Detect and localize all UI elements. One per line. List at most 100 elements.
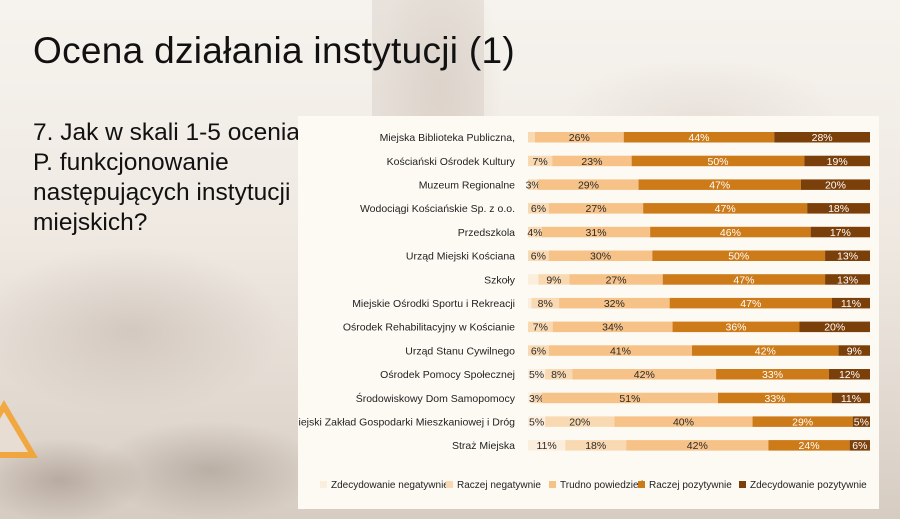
data-label-miejskie-osrodki-sportu-i-rekreacji-raczej-pozytywnie: 47% — [740, 298, 761, 310]
bar-segment-urzad-stanu-cywilnego-raczej-pozytywnie — [692, 345, 839, 356]
data-label-koscianski-osrodek-kultury-zdecydowanie-pozytywnie: 19% — [827, 156, 848, 168]
category-label-urzad-miejski-kosciana: Urząd Miejski Kościana — [406, 251, 515, 263]
bar-segment-miejskie-osrodki-sportu-i-rekreacji-zdecydowanie-pozytywnie — [832, 297, 870, 309]
data-label-szkoly-raczej-negatywnie: 9% — [546, 274, 561, 286]
bar-segment-miejskie-osrodki-sportu-i-rekreacji-trudno-powiedziec — [559, 297, 670, 309]
bar-segment-miejski-zaklad-gospodarki-mieszkaniowej-i-drog-raczej-negatywnie — [545, 416, 615, 427]
bar-segment-miejska-biblioteka-publiczna-raczej-negatywnie — [528, 132, 535, 143]
bar-segment-przedszkola-zdecydowanie-pozytywnie — [810, 226, 870, 238]
bar-segment-urzad-miejski-kosciana-zdecydowanie-pozytywnie — [825, 250, 870, 261]
category-labels: Miejska Biblioteka Publiczna, Kościański … — [298, 132, 516, 452]
category-label-straz-miejska: Straż Miejska — [452, 440, 515, 452]
data-label-urzad-stanu-cywilnego-raczej-pozytywnie: 42% — [755, 345, 776, 357]
bar-segment-koscianski-osrodek-kultury-raczej-negatywnie — [528, 155, 553, 167]
data-label-muzeum-regionalne-raczej-pozytywnie: 47% — [709, 179, 730, 191]
bar-segment-urzad-stanu-cywilnego-zdecydowanie-pozytywnie — [838, 345, 870, 356]
data-label-wodociagi-koscianskie-sp-z-o-o-raczej-negatywnie: 6% — [531, 203, 546, 215]
chart-legend: Zdecydowanie negatywnie Raczej negatywnie… — [320, 480, 867, 491]
data-label-urzad-stanu-cywilnego-trudno-powiedziec: 41% — [610, 345, 631, 357]
bar-segment-koscianski-osrodek-kultury-raczej-pozytywnie — [631, 155, 805, 167]
bar-segment-przedszkola-raczej-pozytywnie — [650, 226, 811, 238]
legend-swatch-raczej-pozytywnie — [638, 481, 645, 488]
bar-segment-straz-miejska-zdecydowanie-pozytywnie — [849, 440, 870, 451]
data-label-urzad-miejski-kosciana-trudno-powiedziec: 30% — [590, 251, 611, 263]
data-label-urzad-stanu-cywilnego-zdecydowanie-pozytywnie: 9% — [847, 345, 862, 357]
bar-segment-osrodek-rehabilitacyjny-w-koscianie-raczej-negatywnie — [528, 321, 553, 333]
bar-segment-szkoly-raczej-negatywnie — [538, 274, 570, 285]
bar-segment-srodowiskowy-dom-samopomocy-zdecydowanie-negatywnie — [528, 392, 532, 404]
data-label-miejski-zaklad-gospodarki-mieszkaniowej-i-drog-raczej-negatywnie: 20% — [569, 416, 590, 428]
data-label-muzeum-regionalne-trudno-powiedziec: 29% — [578, 179, 599, 191]
bar-segment-miejski-zaklad-gospodarki-mieszkaniowej-i-drog-trudno-powiedziec — [614, 416, 753, 427]
data-label-miejskie-osrodki-sportu-i-rekreacji-zdecydowanie-pozytywnie: 11% — [841, 298, 861, 310]
category-label-muzeum-regionalne: Muzeum Regionalne — [419, 179, 515, 191]
legend-swatch-trudno-powiedziec — [549, 481, 556, 488]
bar-segment-miejski-zaklad-gospodarki-mieszkaniowej-i-drog-zdecydowanie-negatywnie — [528, 416, 546, 427]
data-label-wodociagi-koscianskie-sp-z-o-o-trudno-powiedziec: 27% — [586, 203, 607, 215]
data-label-przedszkola-raczej-negatywnie: 4% — [527, 227, 542, 239]
data-label-miejskie-osrodki-sportu-i-rekreacji-trudno-powiedziec: 32% — [604, 298, 625, 310]
stacked-bar-chart: 26% 44% 28% 7% 23% 50% 19% 3% 29% 47% 20% 6% 27% 47% 1… — [298, 132, 870, 491]
bar-segment-srodowiskowy-dom-samopomocy-zdecydowanie-pozytywnie — [832, 392, 870, 404]
bar-segment-osrodek-pomocy-spolecznej-zdecydowanie-negatywnie — [528, 369, 546, 380]
bar-segment-miejska-biblioteka-publiczna-raczej-pozytywnie — [623, 132, 775, 143]
data-label-osrodek-pomocy-spolecznej-trudno-powiedziec: 42% — [634, 369, 655, 381]
data-label-straz-miejska-raczej-negatywnie: 18% — [585, 440, 606, 452]
data-label-koscianski-osrodek-kultury-raczej-pozytywnie: 50% — [707, 156, 728, 168]
bar-segment-wodociagi-koscianskie-sp-z-o-o-zdecydowanie-pozytywnie — [807, 203, 870, 214]
data-label-osrodek-rehabilitacyjny-w-koscianie-raczej-pozytywnie: 36% — [726, 322, 747, 334]
bar-segment-muzeum-regionalne-raczej-negatywnie — [528, 179, 539, 190]
data-label-szkoly-trudno-powiedziec: 27% — [606, 274, 627, 286]
legend-label-trudno-powiedziec: Trudno powiedzieć — [560, 480, 644, 491]
bar-segment-urzad-stanu-cywilnego-raczej-negatywnie — [528, 345, 549, 356]
bar-segment-urzad-miejski-kosciana-trudno-powiedziec — [548, 250, 653, 261]
bars-group: 26% 44% 28% 7% 23% 50% 19% 3% 29% 47% 20% 6% 27% 47% 1… — [526, 132, 870, 452]
bar-segment-muzeum-regionalne-trudno-powiedziec — [538, 179, 639, 190]
bar-segment-muzeum-regionalne-zdecydowanie-pozytywnie — [800, 179, 870, 190]
bar-segment-urzad-stanu-cywilnego-trudno-powiedziec — [548, 345, 693, 356]
legend-label-raczej-negatywnie: Raczej negatywnie — [457, 480, 541, 491]
bar-segment-srodowiskowy-dom-samopomocy-raczej-pozytywnie — [718, 392, 832, 404]
data-label-urzad-miejski-kosciana-zdecydowanie-pozytywnie: 13% — [837, 251, 858, 263]
bar-segment-miejska-biblioteka-publiczna-trudno-powiedziec — [534, 132, 624, 143]
data-label-miejska-biblioteka-publiczna-trudno-powiedziec: 26% — [569, 132, 590, 144]
data-label-osrodek-pomocy-spolecznej-raczej-negatywnie: 8% — [551, 369, 566, 381]
data-label-koscianski-osrodek-kultury-raczej-negatywnie: 7% — [532, 156, 547, 168]
bar-segment-urzad-miejski-kosciana-raczej-pozytywnie — [652, 250, 826, 261]
category-label-osrodek-pomocy-spolecznej: Ośrodek Pomocy Społecznej — [380, 369, 515, 381]
data-label-wodociagi-koscianskie-sp-z-o-o-raczej-pozytywnie: 47% — [715, 203, 736, 215]
bar-segment-straz-miejska-zdecydowanie-negatywnie — [528, 440, 566, 451]
bar-segment-miejski-zaklad-gospodarki-mieszkaniowej-i-drog-raczej-pozytywnie — [752, 416, 853, 427]
bar-segment-miejska-biblioteka-publiczna-zdecydowanie-pozytywnie — [774, 132, 870, 143]
data-label-osrodek-pomocy-spolecznej-zdecydowanie-pozytywnie: 12% — [839, 369, 860, 381]
bar-segment-koscianski-osrodek-kultury-trudno-powiedziec — [552, 155, 632, 167]
bar-segment-osrodek-rehabilitacyjny-w-koscianie-zdecydowanie-pozytywnie — [799, 321, 870, 333]
data-label-miejski-zaklad-gospodarki-mieszkaniowej-i-drog-trudno-powiedziec: 40% — [673, 416, 694, 428]
category-label-koscianski-osrodek-kultury: Kościański Ośrodek Kultury — [387, 156, 516, 168]
data-label-muzeum-regionalne-zdecydowanie-pozytywnie: 20% — [825, 179, 846, 191]
legend-swatch-zdecydowanie-negatywnie — [320, 481, 327, 488]
data-label-przedszkola-zdecydowanie-pozytywnie: 17% — [830, 227, 851, 239]
bar-segment-szkoly-zdecydowanie-negatywnie — [528, 274, 539, 285]
data-label-srodowiskowy-dom-samopomocy-raczej-pozytywnie: 33% — [764, 393, 785, 405]
data-label-osrodek-pomocy-spolecznej-raczej-pozytywnie: 33% — [762, 369, 783, 381]
town-hall-tower-image — [372, 0, 484, 120]
data-label-straz-miejska-zdecydowanie-negatywnie: 11% — [536, 440, 556, 452]
question-text: 7. Jak w skali 1-5 ocenia P. funkcjonowa… — [33, 119, 300, 236]
category-label-miejski-zaklad-gospodarki-mieszkaniowej-i-drog: Miejski Zakład Gospodarki Mieszkaniowej … — [298, 416, 515, 428]
bar-segment-urzad-miejski-kosciana-raczej-negatywnie — [528, 250, 549, 261]
data-label-miejskie-osrodki-sportu-i-rekreacji-raczej-negatywnie: 8% — [538, 298, 553, 310]
bar-segment-miejskie-osrodki-sportu-i-rekreacji-zdecydowanie-negatywnie — [528, 297, 532, 309]
data-label-szkoly-zdecydowanie-pozytywnie: 13% — [837, 274, 858, 286]
data-label-urzad-stanu-cywilnego-raczej-negatywnie: 6% — [531, 345, 546, 357]
bar-segment-miejskie-osrodki-sportu-i-rekreacji-raczej-pozytywnie — [669, 297, 832, 309]
bar-segment-osrodek-rehabilitacyjny-w-koscianie-trudno-powiedziec — [552, 321, 673, 333]
legend-swatch-raczej-negatywnie — [446, 481, 453, 488]
slide-title: Ocena działania instytucji (1) — [33, 30, 515, 71]
bar-segment-muzeum-regionalne-raczej-pozytywnie — [638, 179, 801, 190]
data-label-miejski-zaklad-gospodarki-mieszkaniowej-i-drog-raczej-pozytywnie: 29% — [792, 416, 813, 428]
data-label-wodociagi-koscianskie-sp-z-o-o-zdecydowanie-pozytywnie: 18% — [828, 203, 849, 215]
data-label-straz-miejska-zdecydowanie-pozytywnie: 6% — [852, 440, 867, 452]
data-label-koscianski-osrodek-kultury-trudno-powiedziec: 23% — [581, 156, 602, 168]
data-label-urzad-miejski-kosciana-raczej-pozytywnie: 50% — [728, 251, 749, 263]
